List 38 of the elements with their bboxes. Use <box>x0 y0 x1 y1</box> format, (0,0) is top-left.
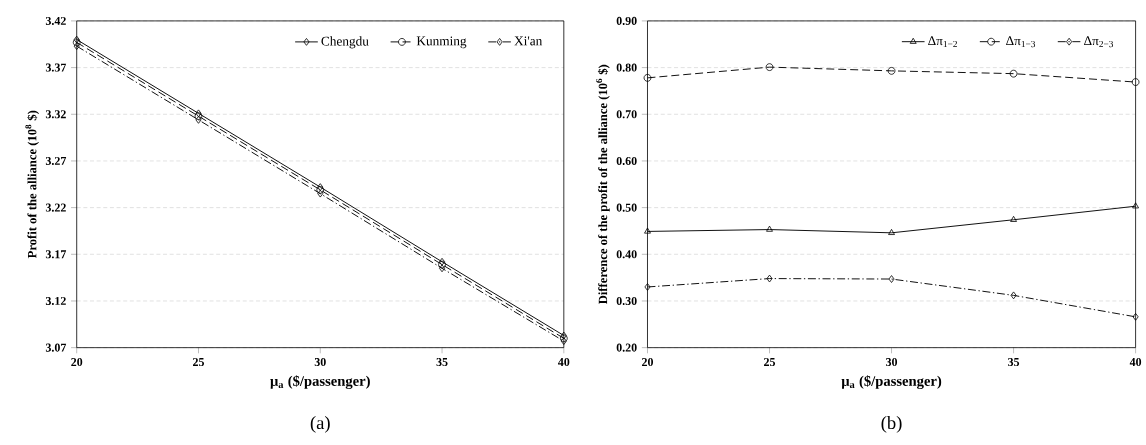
x-tick-label: 25 <box>193 357 205 366</box>
y-tick-label: 0.30 <box>616 296 637 305</box>
y-tick-label: 0.50 <box>616 203 637 212</box>
x-axis-title: μ$_{a}$ ($/passenger) <box>270 375 370 389</box>
text: (b) <box>881 415 902 433</box>
y-tick-label: 0.80 <box>616 63 637 72</box>
y-tick-label: 3.22 <box>45 203 66 212</box>
legend-label: Δπ$_{1−3}$ <box>1006 36 1036 48</box>
legend-label: Δπ$_{1−2}$ <box>928 36 957 47</box>
y-tick-label: 0.60 <box>616 156 637 165</box>
legend-label: Kunming <box>416 36 467 49</box>
y-tick-label: 3.07 <box>45 343 67 352</box>
x-tick-label: 20 <box>642 357 654 366</box>
x-tick-label: 35 <box>1008 357 1020 366</box>
legend-label: Δπ$_{2−3}$ <box>1084 36 1114 48</box>
text: (a) <box>310 415 330 433</box>
y-tick-label: 0.20 <box>616 343 637 352</box>
x-tick-label: 40 <box>1129 357 1142 366</box>
y-axis-title: Profit of the alliance (10$^{8}$ $) <box>25 110 39 259</box>
x-tick-label: 25 <box>764 357 776 366</box>
y-tick-label: 3.42 <box>45 16 66 25</box>
y-tick-label: 0.70 <box>616 110 637 119</box>
y-tick-label: 3.37 <box>45 63 67 72</box>
x-tick-label: 40 <box>558 357 570 366</box>
y-axis-title: Difference of the profit of the alliance (10$^{6}$ $) <box>596 64 610 304</box>
x-tick-label: 30 <box>886 357 898 366</box>
x-tick-label: 35 <box>436 357 448 366</box>
y-tick-label: 3.12 <box>45 296 66 305</box>
legend-label: Xi'an <box>514 36 543 46</box>
x-axis-title: μ$_{a}$ ($/passenger) <box>841 375 942 389</box>
x-tick-label: 30 <box>314 357 326 366</box>
y-tick-label: 0.90 <box>616 16 637 25</box>
x-tick-label: 20 <box>71 357 83 366</box>
legend-label: Chengdu <box>321 36 369 49</box>
y-tick-label: 0.40 <box>616 250 637 259</box>
y-tick-label: 3.27 <box>45 156 67 165</box>
y-tick-label: 3.32 <box>45 110 66 119</box>
y-tick-label: 3.17 <box>45 250 67 259</box>
